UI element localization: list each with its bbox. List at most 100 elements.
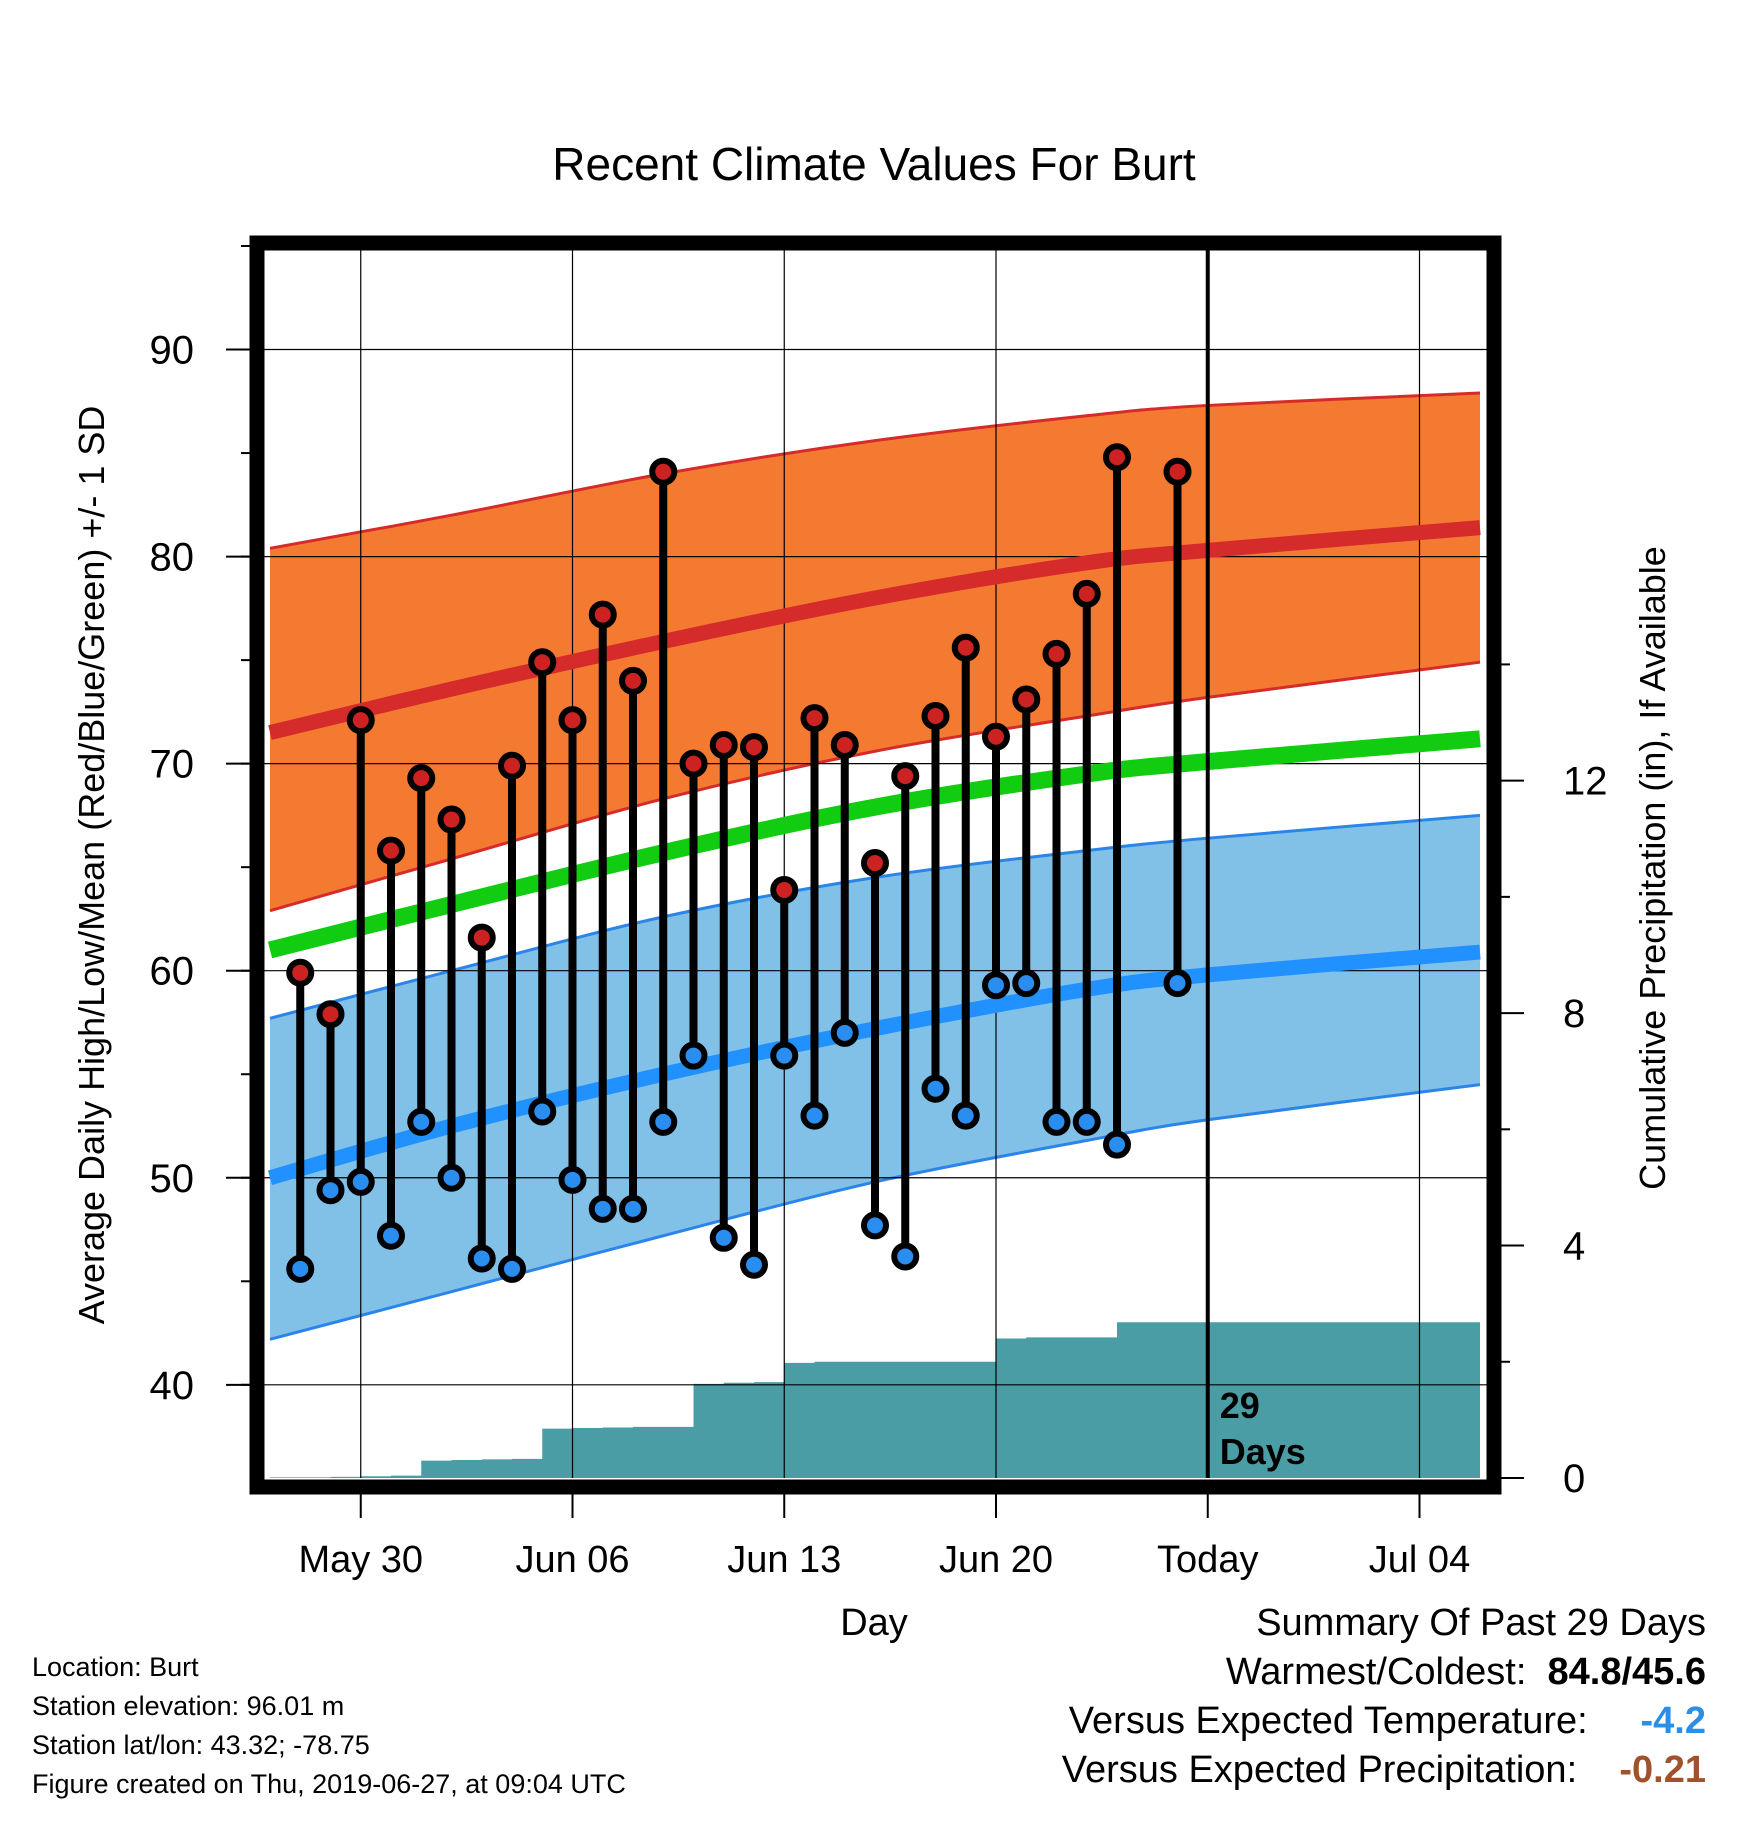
latlon-text: Station lat/lon: 43.32; -78.75 bbox=[32, 1730, 370, 1760]
station-info: Location: Burt Station elevation: 96.01 … bbox=[32, 1648, 626, 1804]
x-tick-label: Jun 06 bbox=[515, 1539, 629, 1581]
obs-low-point bbox=[1163, 969, 1192, 998]
y-axis-label: Average Daily High/Low/Mean (Red/Blue/Gr… bbox=[71, 406, 112, 1325]
obs-low-point bbox=[891, 1242, 920, 1271]
obs-high-point bbox=[407, 764, 436, 793]
plot-inner: 29 Days bbox=[264, 246, 1487, 1478]
x-axis-label: Day bbox=[840, 1602, 908, 1644]
today-days-word: Days bbox=[1220, 1431, 1306, 1472]
y2-tick-label: 4 bbox=[1563, 1225, 1585, 1269]
obs-low-point bbox=[982, 971, 1010, 1000]
obs-high-point bbox=[709, 731, 738, 760]
obs-low-point bbox=[407, 1107, 436, 1136]
obs-high-point bbox=[891, 762, 920, 791]
obs-high-point bbox=[437, 805, 466, 834]
obs-high-point bbox=[1103, 443, 1131, 472]
temp-anomaly-label: Versus Expected Temperature: bbox=[1068, 1700, 1588, 1742]
y-tick-label: 90 bbox=[150, 329, 195, 373]
observations bbox=[286, 443, 1192, 1283]
obs-low-point bbox=[346, 1167, 375, 1196]
obs-high-point bbox=[316, 1000, 345, 1029]
high-band-upper-edge bbox=[269, 391, 1481, 550]
obs-high-point bbox=[1072, 579, 1101, 608]
obs-low-point bbox=[528, 1097, 557, 1126]
y2-axis-label: Cumulative Precipitation (in), If Availa… bbox=[1632, 546, 1673, 1190]
chart-title: Recent Climate Values For Burt bbox=[552, 138, 1196, 190]
today-days-label: 29 Days bbox=[1220, 1385, 1306, 1472]
obs-high-point bbox=[982, 722, 1010, 751]
obs-high-point bbox=[588, 600, 617, 629]
plot-area: 29 Days 40 50 60 70 80 90 0 4 8 12 May 30 Jun 06 Jun 1… bbox=[150, 235, 1608, 1581]
obs-high-point bbox=[377, 836, 405, 865]
obs-low-point bbox=[437, 1163, 466, 1192]
obs-low-point bbox=[679, 1041, 708, 1070]
y-tick-label: 40 bbox=[150, 1364, 195, 1408]
obs-high-point bbox=[1042, 639, 1071, 668]
summary-title: Summary Of Past 29 Days bbox=[1256, 1602, 1706, 1644]
obs-high-point bbox=[467, 923, 496, 952]
obs-high-point bbox=[528, 648, 557, 677]
obs-low-point bbox=[740, 1250, 768, 1279]
obs-low-point bbox=[467, 1244, 496, 1273]
obs-high-point bbox=[951, 633, 980, 662]
summary-precip-row: Versus Expected Precipitation: -0.21 bbox=[1062, 1746, 1706, 1795]
x-tick-label: Jun 13 bbox=[727, 1539, 841, 1581]
obs-low-point bbox=[861, 1211, 889, 1240]
obs-low-point bbox=[800, 1101, 829, 1130]
location-text: Location: Burt bbox=[32, 1652, 199, 1682]
precip-anomaly-label: Versus Expected Precipitation: bbox=[1061, 1749, 1578, 1791]
obs-low-point bbox=[286, 1254, 315, 1283]
y2-tick-label: 0 bbox=[1563, 1457, 1585, 1501]
precip-anomaly-value: -0.21 bbox=[1619, 1749, 1706, 1791]
y-tick-label: 70 bbox=[150, 743, 195, 787]
obs-high-point bbox=[830, 731, 859, 760]
obs-low-point bbox=[558, 1165, 587, 1194]
y-tick-label: 50 bbox=[150, 1157, 195, 1201]
obs-low-point bbox=[951, 1101, 980, 1130]
obs-low-point bbox=[377, 1221, 405, 1250]
x-tick-label: Jul 04 bbox=[1369, 1539, 1470, 1581]
obs-high-point bbox=[649, 457, 678, 486]
obs-high-point bbox=[286, 958, 315, 987]
obs-high-point bbox=[770, 875, 799, 904]
obs-high-point bbox=[1163, 457, 1192, 486]
obs-high-point bbox=[619, 666, 647, 695]
summary-warmest-row: Warmest/Coldest: 84.8/45.6 bbox=[1062, 1648, 1706, 1697]
obs-low-point bbox=[316, 1176, 345, 1205]
obs-low-point bbox=[588, 1194, 617, 1223]
obs-high-point bbox=[861, 849, 889, 878]
y-tick-label: 60 bbox=[150, 950, 195, 994]
normal-high-line bbox=[268, 520, 1481, 740]
created-text: Figure created on Thu, 2019-06-27, at 09… bbox=[32, 1769, 626, 1799]
obs-high-point bbox=[1012, 685, 1041, 714]
obs-low-point bbox=[1042, 1107, 1071, 1136]
obs-low-point bbox=[770, 1041, 799, 1070]
obs-high-point bbox=[921, 702, 950, 731]
temp-anomaly-value: -4.2 bbox=[1640, 1700, 1706, 1742]
obs-high-point bbox=[558, 706, 587, 735]
obs-low-point bbox=[498, 1254, 526, 1283]
x-tick-label: Jun 20 bbox=[939, 1539, 1053, 1581]
obs-high-point bbox=[800, 704, 829, 733]
obs-low-point bbox=[830, 1018, 859, 1047]
y2-tick-label: 8 bbox=[1563, 992, 1585, 1036]
obs-low-point bbox=[619, 1194, 647, 1223]
obs-low-point bbox=[1012, 969, 1041, 998]
elevation-text: Station elevation: 96.01 m bbox=[32, 1691, 345, 1721]
obs-high-point bbox=[346, 706, 375, 735]
today-days-number: 29 bbox=[1220, 1385, 1260, 1426]
obs-low-point bbox=[649, 1107, 678, 1136]
plot-frame bbox=[249, 235, 1502, 1495]
obs-high-point bbox=[740, 733, 768, 762]
y2-tick-label: 12 bbox=[1563, 760, 1608, 804]
axes: 40 50 60 70 80 90 0 4 8 12 May 30 Jun 06 Jun 13 Jun 2… bbox=[150, 245, 1608, 1581]
obs-high-point bbox=[679, 749, 708, 778]
x-tick-label: May 30 bbox=[298, 1539, 423, 1581]
obs-high-point bbox=[498, 751, 526, 780]
warmest-coldest-label: Warmest/Coldest: bbox=[1225, 1651, 1527, 1693]
x-tick-label: Today bbox=[1157, 1539, 1258, 1581]
obs-low-point bbox=[1072, 1107, 1101, 1136]
warmest-coldest-value: 84.8/45.6 bbox=[1547, 1651, 1706, 1693]
obs-low-point bbox=[1103, 1130, 1131, 1159]
